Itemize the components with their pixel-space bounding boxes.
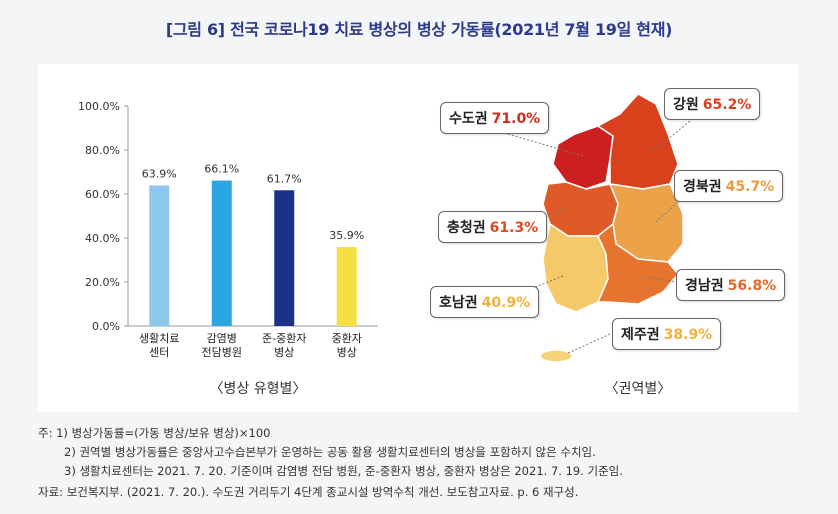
- region-value: 56.8%: [727, 278, 777, 294]
- figure-title: [그림 6] 전국 코로나19 치료 병상의 병상 가동률(2021년 7월 1…: [165, 20, 673, 39]
- region-name: 경북권: [683, 179, 722, 195]
- y-tick-label: 40.0%: [85, 232, 120, 245]
- callout-honam: 호남권 40.9%: [430, 286, 540, 318]
- y-tick-label: 100.0%: [78, 100, 120, 113]
- y-tick-label: 80.0%: [85, 144, 120, 157]
- y-tick-label: 20.0%: [85, 276, 120, 289]
- leader-line-gangwon: [649, 115, 697, 155]
- callout-gyeongnam: 경남권 56.8%: [676, 269, 786, 301]
- bar-value-label: 61.7%: [267, 172, 302, 185]
- figure-source: 자료: 보건복지부. (2021. 7. 20.). 수도권 거리두기 4단계 …: [38, 485, 579, 499]
- note-line: 2) 권역별 병상가동률은 중앙사고수습본부가 운영하는 공동 활용 생활치료센…: [64, 445, 596, 459]
- x-category-label: 병상: [274, 346, 294, 359]
- leader-line-capital: [507, 133, 584, 157]
- region-value: 65.2%: [702, 97, 752, 113]
- figure-panel: 0.0% 20.0% 40.0% 60.0% 80.0% 100.0% 63.9% 생활치료 센…: [38, 64, 798, 412]
- x-category-label: 병상: [337, 346, 357, 359]
- map-region-capital: [552, 125, 614, 190]
- bar-chart-caption: 〈병상 유형별〉: [209, 381, 307, 397]
- leader-line-gyeongnam: [642, 275, 679, 283]
- bar-value-label: 35.9%: [329, 229, 364, 242]
- callout-gangwon: 강원 65.2%: [664, 88, 761, 120]
- bar: [336, 247, 357, 326]
- region-name: 제주권: [621, 327, 660, 343]
- region-name: 호남권: [439, 295, 478, 311]
- x-category-label: 중환자: [332, 332, 362, 345]
- bar-value-label: 66.1%: [204, 163, 239, 176]
- korea-region-map: [497, 93, 697, 363]
- bar: [149, 185, 170, 326]
- x-category-label: 전담병원: [202, 346, 242, 359]
- y-tick-label: 60.0%: [85, 188, 120, 201]
- region-value: 45.7%: [725, 179, 775, 195]
- x-category-label: 센터: [149, 346, 169, 359]
- note-line: 3) 생활치료센터는 2021. 7. 20. 기준이며 감염병 전담 병원, …: [64, 464, 623, 478]
- map-region-jeju: [539, 349, 573, 363]
- figure-notes: 주: 1) 병상가동률=(가동 병상/보유 병상)×100 2) 권역별 병상가…: [38, 424, 818, 481]
- region-name: 수도권: [449, 111, 488, 127]
- callout-jeju: 제주권 38.9%: [612, 318, 722, 350]
- x-category-label: 생활치료: [139, 331, 179, 345]
- region-name: 충청권: [447, 220, 486, 236]
- callout-capital: 수도권 71.0%: [440, 102, 550, 134]
- callout-chungcheong: 충청권 61.3%: [438, 211, 548, 243]
- bar: [211, 180, 232, 326]
- region-name: 경남권: [685, 278, 724, 294]
- region-name: 강원: [673, 97, 699, 113]
- bar: [274, 190, 295, 326]
- callout-gyeongbuk: 경북권 45.7%: [674, 170, 784, 202]
- x-category-label: 준-중환자: [262, 332, 306, 345]
- x-category-label: 감염병: [207, 332, 237, 345]
- region-value: 38.9%: [663, 327, 713, 343]
- region-value: 71.0%: [491, 111, 541, 127]
- bar-value-label: 63.9%: [142, 167, 177, 180]
- y-tick-label: 0.0%: [92, 320, 120, 333]
- region-value: 40.9%: [481, 295, 531, 311]
- note-line: 주: 1) 병상가동률=(가동 병상/보유 병상)×100: [38, 426, 271, 440]
- map-region-gyeongnam: [596, 222, 679, 305]
- map-caption: 〈권역별〉: [604, 381, 672, 397]
- bar-chart: 0.0% 20.0% 40.0% 60.0% 80.0% 100.0% 63.9% 생활치료센…: [78, 100, 378, 359]
- leader-line-jeju: [565, 333, 611, 355]
- region-value: 61.3%: [489, 220, 539, 236]
